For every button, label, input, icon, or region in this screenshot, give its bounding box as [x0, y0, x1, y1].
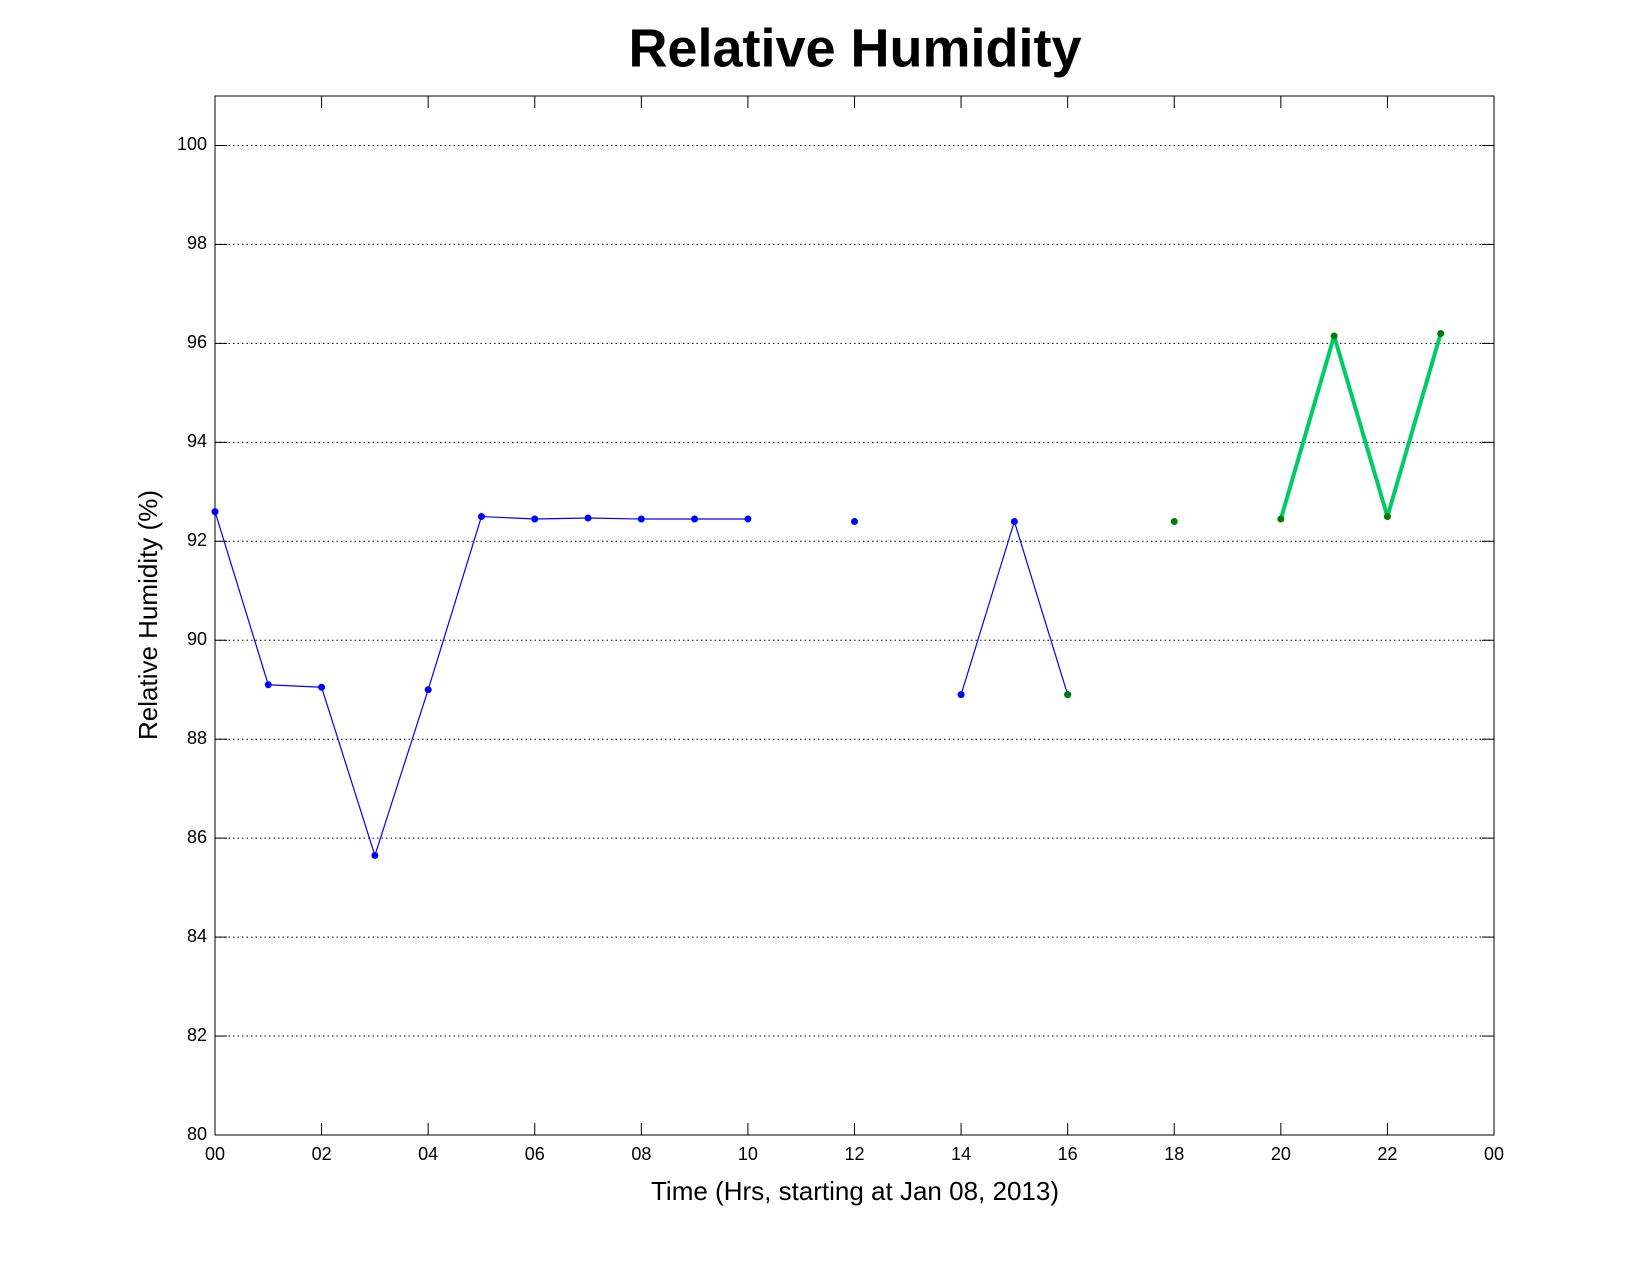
line: [1278, 332, 1443, 520]
point: [318, 683, 326, 691]
point: [1277, 515, 1285, 523]
y-tick-label: 98: [187, 233, 207, 253]
x-tick-label: 16: [1058, 1144, 1078, 1164]
y-tick-label: 84: [187, 926, 207, 946]
point: [211, 508, 219, 516]
x-axis-label: Time (Hrs, starting at Jan 08, 2013): [651, 1176, 1059, 1206]
point: [637, 515, 645, 523]
line: [214, 511, 1069, 857]
point: [477, 513, 485, 521]
y-tick-label: 88: [187, 728, 207, 748]
plot-frame: [214, 95, 1495, 1136]
point: [1437, 329, 1445, 337]
x-tick-label: 08: [631, 1144, 651, 1164]
point: [424, 686, 432, 694]
x-tick-label: 12: [844, 1144, 864, 1164]
x-tick-label: 14: [951, 1144, 971, 1164]
y-tick-label: 92: [187, 530, 207, 550]
point: [1010, 517, 1018, 525]
point: [531, 515, 539, 523]
point: [584, 514, 592, 522]
y-tick-label: 80: [187, 1124, 207, 1144]
y-tick-label: 90: [187, 629, 207, 649]
point: [1383, 513, 1391, 521]
chart-title: Relative Humidity: [628, 18, 1081, 78]
x-tick-label: 10: [738, 1144, 758, 1164]
point: [744, 515, 752, 523]
x-tick-label: 04: [418, 1144, 438, 1164]
point: [1170, 517, 1178, 525]
y-tick-label: 96: [187, 332, 207, 352]
y-tick-label: 100: [177, 134, 207, 154]
point: [371, 851, 379, 859]
x-tick-label: 22: [1377, 1144, 1397, 1164]
y-tick-label: 86: [187, 827, 207, 847]
x-tick-label: 18: [1164, 1144, 1184, 1164]
x-tick-label: 06: [525, 1144, 545, 1164]
point: [1330, 332, 1338, 340]
y-tick-label: 82: [187, 1025, 207, 1045]
y-tick-label: 94: [187, 431, 207, 451]
point: [957, 691, 965, 699]
y-axis-label: Relative Humidity (%): [133, 490, 163, 740]
point: [264, 681, 272, 689]
point: [851, 517, 858, 525]
x-tick-label: 02: [312, 1144, 332, 1164]
x-tick-label: 00: [1484, 1144, 1504, 1164]
x-tick-label: 00: [205, 1144, 225, 1164]
x-tick-label: 20: [1271, 1144, 1291, 1164]
point: [1064, 691, 1072, 699]
point: [691, 515, 699, 523]
